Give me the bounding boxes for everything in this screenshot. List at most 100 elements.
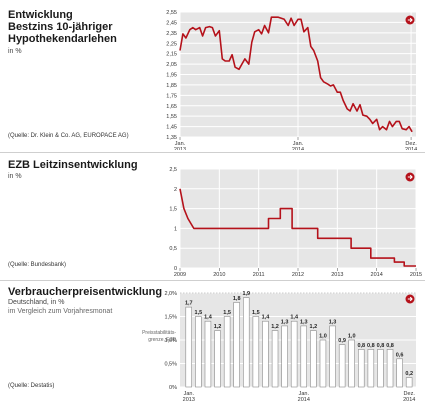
bar	[195, 316, 202, 388]
bar-value-label: 1,2	[214, 324, 222, 330]
y-tick-label: 2,55	[166, 10, 177, 16]
x-tick-label: 2013	[174, 147, 186, 150]
x-tick-label: Dez.	[404, 391, 416, 397]
bar-value-label: 1,2	[271, 324, 279, 330]
bar	[271, 330, 279, 388]
series-line	[179, 16, 413, 133]
bar-value-label: 1,7	[185, 301, 193, 307]
x-tick-label: 2014	[405, 147, 417, 150]
x-tick-label: Dez.	[405, 141, 417, 147]
y-tick-label: 2,0%	[164, 291, 177, 297]
bar	[319, 339, 327, 388]
y-tick-label: 1,45	[166, 125, 177, 131]
chart-subtitle: Deutschland, in %	[8, 299, 65, 306]
x-tick-label: 2013	[183, 397, 195, 403]
x-tick-label: 2014	[403, 397, 415, 403]
y-tick-label: 0,5	[169, 246, 177, 252]
bar	[377, 349, 384, 388]
y-tick-label: 0,5%	[164, 362, 177, 368]
bar-value-label: 1,5	[223, 310, 231, 316]
bar	[290, 320, 298, 388]
bar	[367, 349, 375, 388]
bar-value-label: 1,3	[281, 319, 289, 325]
bar	[338, 344, 346, 388]
series-line	[179, 188, 416, 267]
bar-value-label: 0,2	[405, 371, 413, 377]
arrow-right-icon	[405, 294, 415, 304]
x-tick-label: Jan.	[184, 391, 195, 397]
y-tick-label: 0%	[169, 385, 177, 391]
bar-value-label: 0,9	[338, 338, 346, 344]
bar	[233, 302, 240, 388]
x-tick-label: 2012	[292, 272, 304, 278]
bar	[396, 358, 403, 388]
bar-value-label: 1,4	[204, 315, 213, 321]
y-tick-label: 2,35	[166, 31, 177, 37]
y-tick-label: 2,5	[169, 167, 177, 173]
chart-title: EZB Leitzinsentwicklung	[8, 159, 138, 171]
bar	[386, 349, 394, 388]
mortgage-chart: 2,55 2,45 2,35 2,25 2,15 2,05 1,95 1,85 1,75 1,65…	[166, 10, 417, 150]
bar	[300, 325, 307, 388]
bar	[329, 325, 336, 388]
bar-value-label: 1,8	[233, 296, 241, 302]
bar-value-label: 0,8	[367, 343, 375, 349]
chart-subtitle-2: im Vergleich zum Vorjahresmonat	[8, 308, 113, 315]
x-tick-label: 2010	[213, 272, 225, 278]
separator	[0, 152, 425, 153]
y-tick-label: 1,65	[166, 104, 177, 110]
y-tick-label: 2	[174, 187, 177, 193]
chart-source: (Quelle: Destatis)	[8, 383, 55, 389]
chart-title: Entwicklung Bestzins 10-jähriger Hypothe…	[8, 9, 117, 45]
bar-value-label: 0,8	[386, 343, 394, 349]
x-tick-label: 2014	[292, 147, 304, 150]
bar	[214, 330, 221, 388]
bar	[204, 320, 212, 388]
panel-ezb: EZB Leitzinsentwicklung in % (Quelle: Bu…	[0, 154, 425, 278]
y-tick-label: 1,35	[166, 135, 177, 141]
bar-value-label: 1,5	[195, 310, 203, 316]
annotation-text: Preisstabilitäts-	[142, 330, 176, 336]
x-tick-label: 2011	[253, 272, 265, 278]
arrow-right-icon	[405, 15, 415, 25]
x-tick-label: 2009	[174, 272, 186, 278]
separator	[0, 280, 425, 281]
bar-value-label: 1,0	[348, 334, 356, 340]
y-tick-label: 1,55	[166, 114, 177, 120]
panel-cpi: Verbraucherpreisentwicklung Deutschland,…	[0, 282, 425, 412]
x-tick-label: Jan.	[175, 141, 186, 147]
y-tick-label: 1,5	[169, 207, 177, 213]
y-tick-label: 1,0%	[164, 338, 177, 344]
bar	[405, 377, 413, 388]
x-tick-label: Jan.	[293, 141, 304, 147]
chart-subtitle: in %	[8, 48, 22, 55]
y-tick-label: 1	[174, 226, 177, 232]
bar-value-label: 1,3	[300, 319, 308, 325]
bar	[223, 316, 231, 388]
y-tick-label: 2,25	[166, 41, 177, 47]
bar	[310, 330, 317, 388]
chart-title: Verbraucherpreisentwicklung	[8, 286, 163, 298]
x-tick-label: 2015	[410, 272, 422, 278]
annotation-text: grenze, EZB	[148, 337, 176, 343]
x-tick-label: 2014	[371, 272, 383, 278]
y-tick-label: 1,5%	[164, 315, 177, 321]
bar-value-label: 1,4	[290, 315, 299, 321]
bar	[243, 297, 250, 388]
y-tick-label: 2,45	[166, 20, 177, 26]
chart-source: (Quelle: Dr. Klein & Co. AG, EUROPACE AG…	[8, 133, 129, 139]
bar-value-label: 1,0	[319, 334, 327, 340]
bar-value-label: 0,6	[396, 352, 404, 358]
chart-subtitle: in %	[8, 173, 22, 180]
bar-value-label: 1,3	[329, 319, 337, 325]
bar	[262, 320, 269, 388]
arrow-right-icon	[405, 172, 415, 182]
bar-value-label: 1,5	[252, 310, 260, 316]
panel-mortgage: Entwicklung Bestzins 10-jähriger Hypothe…	[0, 0, 425, 150]
y-tick-label: 1,95	[166, 73, 177, 79]
bar	[348, 339, 355, 388]
bar	[185, 306, 193, 388]
y-tick-label: 2,15	[166, 52, 177, 58]
y-tick-label: 1,75	[166, 93, 177, 99]
